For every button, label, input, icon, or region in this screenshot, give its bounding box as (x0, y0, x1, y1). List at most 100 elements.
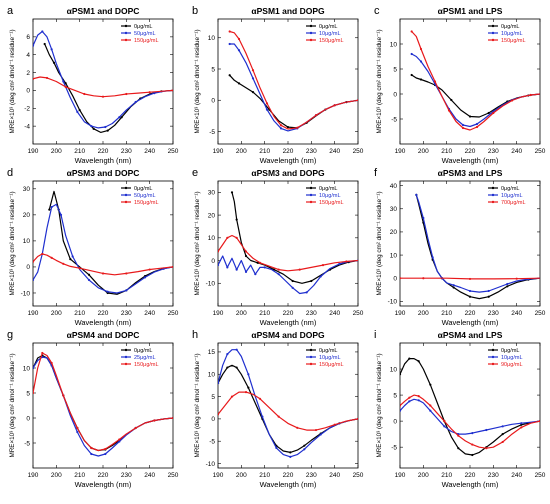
x-tick-label: 220 (98, 148, 109, 155)
legend-label: 0μg/mL (134, 24, 152, 30)
series-point-blue (422, 216, 425, 220)
series-point-red (64, 85, 67, 88)
series-line-red (218, 234, 358, 272)
series-point-black (235, 218, 238, 221)
series-point-blue (153, 92, 156, 95)
series-point-black (43, 42, 46, 46)
series-point-red (314, 428, 318, 432)
series-point-black (48, 208, 51, 211)
legend-marker (309, 193, 313, 197)
series-point-blue (275, 446, 278, 450)
y-tick-label: 0 (26, 415, 30, 422)
legend-label: 10μg/mL (501, 355, 523, 361)
series-point-red (461, 126, 465, 130)
series-point-red (447, 109, 451, 112)
series-group (410, 30, 540, 131)
x-tick-label: 240 (511, 472, 522, 479)
y-tick-label: 10 (390, 41, 398, 48)
x-tick-label: 240 (144, 472, 155, 479)
series-point-black (400, 373, 402, 376)
series-point-red (400, 404, 402, 407)
series-point-blue (33, 366, 35, 370)
series-line-black (48, 190, 173, 295)
series-point-red (321, 263, 325, 267)
series-point-black (228, 74, 231, 77)
series-point-red (251, 69, 255, 72)
series-line-red (400, 277, 540, 280)
legend-marker (491, 24, 495, 28)
series-point-blue (118, 116, 121, 119)
panel-letter: f (374, 167, 378, 179)
y-axis-label: MRE×10³ (deg cm² dmol⁻¹ residue⁻¹) (9, 191, 16, 295)
series-point-red (279, 124, 283, 127)
y-axis-label: MRE×10³ (deg cm² dmol⁻¹ residue⁻¹) (194, 353, 201, 457)
series-group (33, 351, 173, 457)
x-tick-label: 210 (74, 310, 85, 317)
series-point-blue (291, 286, 294, 289)
series-point-red (134, 426, 137, 430)
series-point-blue (443, 425, 446, 428)
series-point-blue (41, 30, 44, 33)
legend-marker (124, 186, 128, 190)
y-axis-label: MRE×10³ (deg cm² dmol⁻¹ residue⁻¹) (194, 191, 201, 295)
series-point-red (218, 250, 220, 253)
y-tick-label: -10 (206, 461, 216, 468)
series-point-blue (228, 42, 231, 46)
series-point-black (251, 91, 255, 94)
series-point-blue (87, 278, 91, 282)
y-axis-label: MRE×10³ (deg cm² dmol⁻¹ residue⁻¹) (9, 353, 16, 457)
series-point-blue (50, 48, 53, 51)
panel-title: αPSM4 and LPS (438, 330, 503, 340)
series-point-red (171, 416, 173, 420)
panel-letter: h (192, 329, 198, 341)
series-point-blue (501, 425, 504, 428)
series-point-red (228, 30, 231, 33)
x-tick-label: 250 (535, 472, 546, 479)
series-point-black (78, 108, 81, 112)
series-point-red (226, 236, 229, 239)
x-axis-label: Wavelength (nm) (75, 156, 132, 165)
x-axis-label: Wavelength (nm) (75, 318, 132, 327)
panel-b: b αPSM1 and DOPG 190 200 210 220 230 240 250 -5 0 5… (192, 5, 364, 165)
x-tick-label: 240 (511, 310, 522, 317)
x-tick-label: 210 (74, 472, 85, 479)
series-point-black (408, 357, 411, 360)
series-point-red (471, 443, 474, 446)
x-tick-label: 230 (488, 148, 499, 155)
series-point-black (120, 116, 123, 119)
x-tick-label: 190 (213, 472, 224, 479)
panel-letter: b (192, 5, 198, 17)
y-tick-label: -5 (209, 439, 215, 446)
series-point-red (104, 447, 107, 451)
panel-i: i αPSM4 and LPS 190 200 210 220 230 240 250 -5 0 5 1… (374, 329, 546, 489)
series-point-blue (104, 125, 107, 129)
series-point-red (515, 277, 518, 280)
series-line-blue (33, 356, 173, 457)
x-tick-label: 250 (168, 472, 179, 479)
x-tick-label: 190 (213, 148, 224, 155)
series-line-blue (33, 30, 173, 129)
series-point-blue (118, 440, 121, 443)
series-point-blue (261, 415, 264, 418)
x-tick-label: 240 (329, 472, 340, 479)
y-tick-label: 15 (208, 349, 216, 356)
x-tick-label: 240 (144, 310, 155, 317)
series-point-red (433, 80, 437, 83)
x-tick-label: 230 (488, 310, 499, 317)
series-line-black (218, 364, 358, 453)
x-tick-label: 200 (418, 310, 429, 317)
y-tick-label: 10 (208, 235, 216, 242)
x-tick-label: 230 (121, 148, 132, 155)
x-tick-label: 220 (283, 310, 294, 317)
panel-title: αPSM1 and LPS (438, 6, 503, 16)
series-point-blue (226, 266, 229, 269)
series-point-red (529, 93, 532, 97)
series-point-black (303, 444, 306, 447)
series-point-blue (303, 448, 306, 451)
y-tick-label: 10 (208, 372, 216, 379)
series-point-blue (487, 289, 490, 293)
series-point-red (33, 260, 35, 263)
series-point-blue (485, 428, 488, 432)
